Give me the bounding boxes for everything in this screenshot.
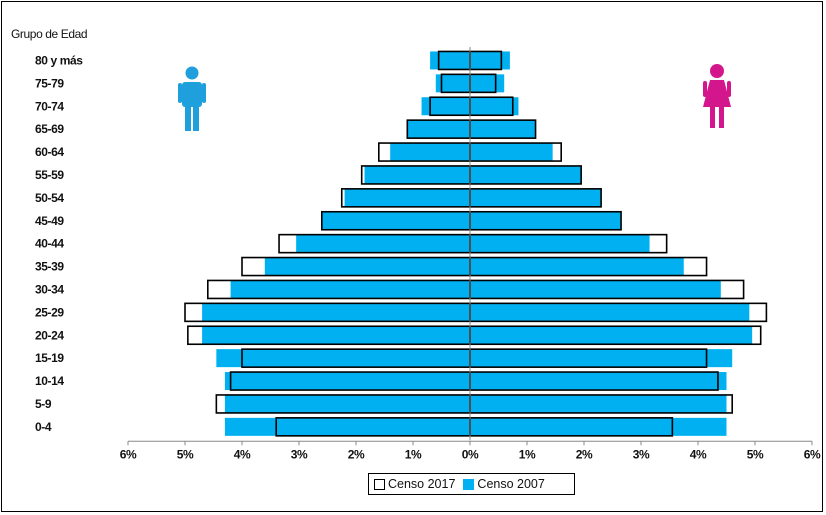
x-tick-label: 1% xyxy=(405,447,422,461)
category-label-10-14: 10-14 xyxy=(35,374,64,388)
category-label-55-59: 55-59 xyxy=(35,168,64,182)
bar-2007-female-60-64 xyxy=(470,143,553,162)
bars-group xyxy=(184,50,768,437)
bar-2007-female-55-59 xyxy=(470,165,582,184)
bar-2007-female-45-49 xyxy=(470,211,622,230)
bar-2007-female-75-79 xyxy=(470,74,505,93)
bar-2007-male-50-54 xyxy=(344,188,470,207)
x-tick-label: 4% xyxy=(690,447,707,461)
category-label-75-79: 75-79 xyxy=(35,76,64,90)
bar-2007-female-20-24 xyxy=(470,326,753,345)
bar-2007-female-35-39 xyxy=(470,257,684,276)
bar-2007-male-25-29 xyxy=(202,303,470,322)
category-label-40-44: 40-44 xyxy=(35,237,64,251)
bar-2007-male-75-79 xyxy=(435,74,470,93)
bar-2007-male-5-9 xyxy=(224,394,470,413)
bar-2007-male-55-59 xyxy=(364,165,470,184)
category-label-30-34: 30-34 xyxy=(35,282,64,296)
bar-2007-female-25-29 xyxy=(470,303,750,322)
bar-2007-female-80-y-m-s xyxy=(470,51,510,70)
x-tick-label: 6% xyxy=(804,447,821,461)
category-label-80-y-m-s: 80 y más xyxy=(35,53,83,67)
category-label-50-54: 50-54 xyxy=(35,191,64,205)
legend-item-censo-2007: Censo 2007 xyxy=(463,477,545,491)
bar-2007-male-10-14 xyxy=(224,372,470,391)
x-tick-label: 4% xyxy=(234,447,251,461)
bar-2007-female-40-44 xyxy=(470,234,650,253)
bar-2007-male-60-64 xyxy=(390,143,470,162)
category-label-65-69: 65-69 xyxy=(35,122,64,136)
x-tick-label: 2% xyxy=(576,447,593,461)
x-tick-label: 6% xyxy=(120,447,137,461)
category-label-20-24: 20-24 xyxy=(35,328,64,342)
category-label-35-39: 35-39 xyxy=(35,260,64,274)
bar-2007-male-30-34 xyxy=(230,280,470,299)
female-person-icon xyxy=(703,64,731,128)
x-tick-label: 3% xyxy=(291,447,308,461)
male-person-icon xyxy=(178,66,206,131)
x-tick-label: 1% xyxy=(519,447,536,461)
bar-2007-female-0-4 xyxy=(470,417,727,436)
bar-2007-male-80-y-m-s xyxy=(430,51,470,70)
x-axis: 6% 5% 4% 3% 2% 1% 0% 1% 2% 3% 4% 5% 6% xyxy=(120,440,821,461)
bar-2007-male-35-39 xyxy=(264,257,470,276)
category-label-5-9: 5-9 xyxy=(35,397,52,411)
category-label-60-64: 60-64 xyxy=(35,145,64,159)
x-tick-label: 0% xyxy=(462,447,479,461)
legend-swatch-2007 xyxy=(463,478,475,490)
x-tick-label: 3% xyxy=(633,447,650,461)
bar-2007-male-0-4 xyxy=(224,417,470,436)
bar-2007-female-5-9 xyxy=(470,394,727,413)
x-tick-label: 2% xyxy=(348,447,365,461)
bar-2007-female-15-19 xyxy=(470,349,733,368)
category-label-70-74: 70-74 xyxy=(35,99,64,113)
bar-2007-male-45-49 xyxy=(321,211,470,230)
category-label-25-29: 25-29 xyxy=(35,305,64,319)
category-label-45-49: 45-49 xyxy=(35,214,64,228)
legend-swatch-2017 xyxy=(374,478,385,490)
legend: Censo 2017 Censo 2007 xyxy=(368,473,575,495)
x-tick-label: 5% xyxy=(177,447,194,461)
bar-2007-male-65-69 xyxy=(407,120,470,139)
legend-label-2017: Censo 2017 xyxy=(388,477,456,491)
bar-2007-male-70-74 xyxy=(421,97,470,116)
bar-2007-female-65-69 xyxy=(470,120,536,139)
y-axis-title: Grupo de Edad xyxy=(11,27,87,41)
bar-2007-female-10-14 xyxy=(470,372,727,391)
legend-item-censo-2017: Censo 2017 xyxy=(374,477,455,491)
category-label-15-19: 15-19 xyxy=(35,351,64,365)
bar-2007-male-20-24 xyxy=(202,326,470,345)
legend-label-2007: Censo 2007 xyxy=(477,477,545,491)
x-tick-label: 5% xyxy=(747,447,764,461)
bar-2007-female-70-74 xyxy=(470,97,519,116)
bar-2007-female-50-54 xyxy=(470,188,602,207)
bar-2007-male-15-19 xyxy=(216,349,470,368)
bar-2007-female-30-34 xyxy=(470,280,721,299)
category-label-0-4: 0-4 xyxy=(35,420,52,434)
category-labels: 80 y más 75-79 70-74 65-69 60-64 55-59 50-54 45… xyxy=(35,53,84,434)
bar-2007-male-40-44 xyxy=(296,234,470,253)
